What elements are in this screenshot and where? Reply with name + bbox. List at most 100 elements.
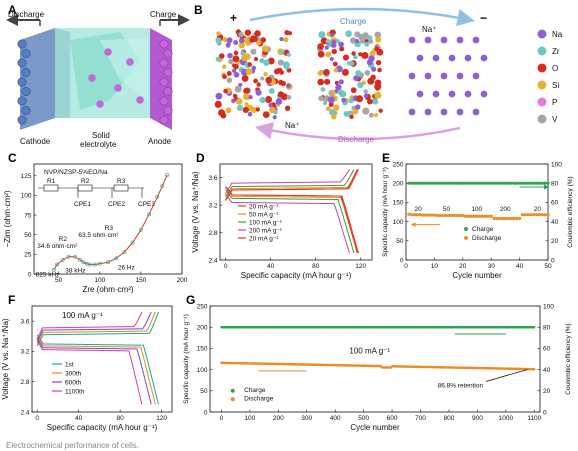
crystal-atom [250,35,255,40]
cathode-ion [21,48,31,58]
eis-point [114,256,119,261]
caption: Electrochemical performance of cells. [6,441,139,450]
e-rate-label: 100 [471,206,482,213]
crystal-atom [349,37,357,44]
crystal-atom [320,37,328,45]
e-legend-discharge: Discharge [472,235,502,242]
crystal-atom [368,55,375,62]
plus-sign: + [230,11,237,25]
crystal-atom [255,89,262,96]
na-anode-atom [464,54,472,62]
eis-point [147,212,152,217]
na-anode-atom [464,90,472,98]
na-anode-atom [480,90,488,98]
crystal-atom [272,115,277,120]
y-tick-label: 2.4 [20,409,29,416]
crystal-atom [355,70,362,77]
crystal-atom [353,75,359,82]
x-tick-label: 400 [330,415,341,422]
r2-value: 34.6 ohm·cm² [37,243,78,250]
na-anode-atom [432,54,440,62]
na-anode-atom [472,108,480,116]
f-discharge-curve [36,338,152,405]
e-charge-point [447,181,451,185]
crystal-atom [331,48,337,55]
crystal-atom [256,82,261,87]
e-discharge-point [498,216,502,221]
e-discharge-point [407,212,411,216]
d-discharge-curve [225,186,358,254]
crystal-atom [256,40,262,46]
crystal-atom [226,71,232,77]
crystal-atom [362,32,369,39]
e-discharge-point [415,213,419,217]
y-tick-label: 75 [24,212,32,219]
x-tick-label: 50 [55,277,63,284]
e-discharge-point [472,214,476,218]
y-right-tick-label: 80 [551,181,559,188]
crystal-atom [349,61,355,66]
e-legend-charge-swatch [464,227,468,231]
b-na-bottom: Na⁺ [285,121,299,130]
crystal-atom [363,93,369,99]
crystal-atom [226,77,233,83]
crystal-atom [255,107,261,112]
x-tick-label: 80 [312,263,320,270]
minus-sign: − [480,11,487,25]
crystal-atom [238,38,245,44]
anode-label: Anode [148,137,172,146]
panel-d-letter: D [196,151,205,165]
crystal-atom [222,74,227,80]
e-charge-point [415,181,419,185]
x-tick-label: 80 [117,415,125,422]
na-anode-atom [416,54,424,62]
crystal-atom [220,112,227,119]
x-tick-label: 120 [355,263,366,270]
e-charge-point [486,181,490,185]
crystal-atom [331,113,337,120]
y-tick-label: 3.6 [208,175,217,182]
e-discharge-point [535,213,539,217]
panel-f-letter: F [8,293,15,307]
crystal-atom [341,97,347,103]
plot-frame [33,163,183,275]
f-xlabel: Specific capacity (mA hour g⁻¹) [47,423,158,432]
y-tick-label: 0 [204,409,208,416]
anode-ion [163,106,173,116]
na-anode-atom [432,90,440,98]
crystal-atom [329,109,336,116]
crystal-atom [367,98,373,105]
e-charge-point [427,181,431,185]
y-tick-label: 0 [28,271,32,278]
crystal-atom [280,80,286,87]
crystal-atom [355,104,361,110]
x-tick-label: 600 [387,415,398,422]
f-legend-label: 300th [65,370,82,377]
y-right-tick-label: 80 [543,325,551,332]
legend-label-si: Si [552,81,559,90]
d-legend-label: 200 mA g⁻¹ [249,227,283,234]
e-discharge-point [449,213,454,218]
na-anode-atom [456,108,464,116]
e-charge-point [435,181,439,185]
x-tick-label: 800 [444,415,455,422]
eis-point [51,268,56,272]
anode-ion [163,48,173,58]
crystal-atom [226,37,233,44]
plot-frame [31,305,173,413]
y-right-tick-label: 40 [551,219,559,226]
crystal-atom [317,78,325,86]
crystal-atom [356,95,364,103]
e-charge-point [429,181,434,185]
crystal-atom [241,54,249,62]
crystal-atom [286,95,292,100]
e-discharge-point [412,213,417,217]
crystal-atom [277,59,284,66]
crystal-atom [374,79,382,86]
crystal-atom [261,45,269,52]
crystal-atom [363,89,368,94]
eis-point [92,262,97,267]
e-charge-point [532,181,536,185]
e-legend-discharge-swatch [464,236,468,240]
na-anode-atom [440,36,448,44]
